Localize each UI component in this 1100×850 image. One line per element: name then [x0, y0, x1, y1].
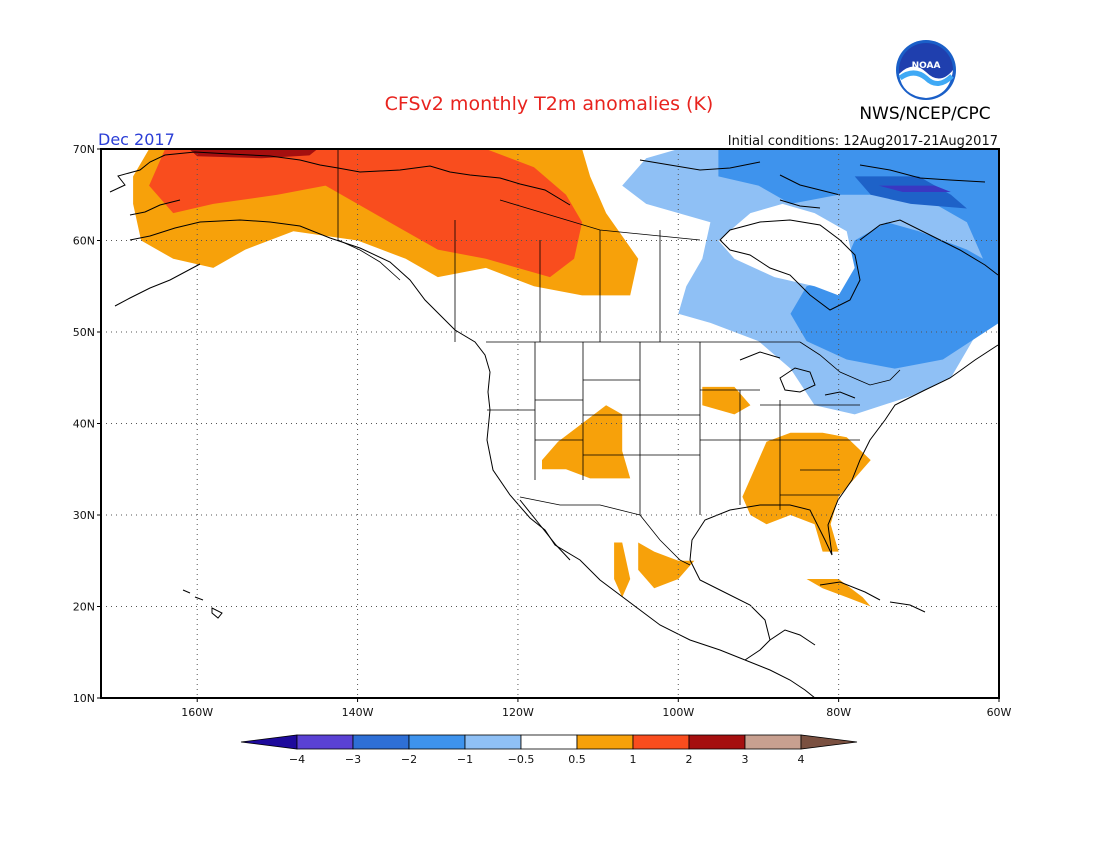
lon-tick-label: 120W: [502, 706, 534, 719]
lon-tick-label: 80W: [826, 706, 851, 719]
anomaly-region-cuba-warm: [806, 579, 871, 607]
forecast-month: Dec 2017: [98, 130, 175, 149]
colorbar-swatch: [520, 734, 578, 750]
colorbar-arrow-high: [800, 734, 858, 750]
colorbar-label: 0.5: [568, 753, 586, 766]
coastlines: [109, 151, 999, 698]
initial-conditions: Initial conditions: 12Aug2017-21Aug2017: [728, 134, 998, 149]
colorbar-label: 4: [798, 753, 805, 766]
colorbar-label: −3: [345, 753, 361, 766]
colorbar-swatch: [744, 734, 802, 750]
colorbar-label: −4: [289, 753, 305, 766]
latitude-axis: 70N 60N 50N 40N 30N 20N 10N: [73, 143, 101, 705]
anomaly-region-midwest-warm: [702, 386, 751, 415]
colorbar-label: 1: [630, 753, 637, 766]
anomaly-region-baffin-cool-2K: [854, 176, 967, 209]
lon-tick-label: 160W: [181, 706, 213, 719]
colorbar-swatch: [408, 734, 466, 750]
lon-tick-label: 100W: [662, 706, 694, 719]
anomaly-region-mexico-warm-2: [638, 542, 695, 589]
anomaly-region-hudson-bay-neutral: [718, 203, 855, 296]
noaa-logo: NOAA: [896, 40, 956, 100]
anomaly-map: [101, 149, 999, 698]
colorbar-swatch: [464, 734, 522, 750]
lat-tick-label: 50N: [73, 326, 95, 339]
political-borders: [337, 149, 901, 566]
colorbar-swatch: [632, 734, 690, 750]
anomaly-region-mexico-warm-1: [614, 542, 631, 598]
colorbar-label: −0.5: [508, 753, 535, 766]
anomaly-region-southwest-warm: [542, 405, 631, 479]
lat-tick-label: 60N: [73, 235, 95, 248]
lat-tick-label: 30N: [73, 509, 95, 522]
colorbar-swatch: [576, 734, 634, 750]
lat-tick-label: 40N: [73, 418, 95, 431]
lat-tick-label: 10N: [73, 692, 95, 705]
lon-tick-label: 140W: [342, 706, 374, 719]
noaa-logo-text: NOAA: [912, 61, 941, 71]
colorbar-arrow-low: [240, 734, 298, 750]
anomaly-region-canada-cool-inner: [718, 149, 999, 369]
anomaly-region-alaska-2K: [189, 149, 318, 159]
colorbar: −4 −3 −2 −1 −0.5 0.5 1 2 3 4: [240, 734, 858, 766]
lat-tick-label: 20N: [73, 601, 95, 614]
colorbar-label: 3: [742, 753, 749, 766]
map-title: CFSv2 monthly T2m anomalies (K): [385, 93, 714, 115]
lat-tick-label: 70N: [73, 143, 95, 156]
colorbar-swatch: [352, 734, 410, 750]
colorbar-swatch: [688, 734, 746, 750]
colorbar-swatch: [296, 734, 354, 750]
anomaly-region-alaska-canada-1K: [149, 149, 583, 278]
anomaly-region-arctic-cool-3K: [878, 185, 951, 192]
lon-tick-label: 60W: [987, 706, 1012, 719]
longitude-axis: 160W 140W 120W 100W 80W 60W: [181, 698, 1012, 719]
colorbar-label: 2: [686, 753, 693, 766]
anomaly-region-southeast-warm: [742, 432, 871, 552]
agency-label: NWS/NCEP/CPC: [859, 104, 990, 124]
colorbar-label: −1: [457, 753, 473, 766]
colorbar-label: −2: [401, 753, 417, 766]
anomaly-shading: [133, 149, 999, 607]
